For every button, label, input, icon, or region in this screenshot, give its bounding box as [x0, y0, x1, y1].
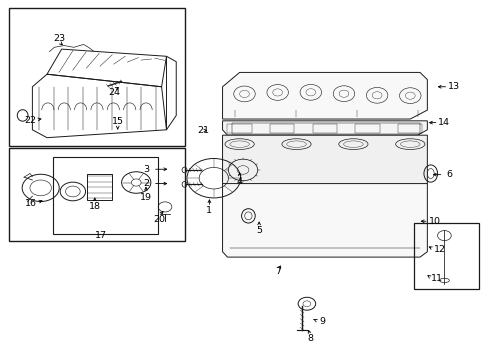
- Text: 3: 3: [142, 165, 149, 174]
- Text: 5: 5: [256, 226, 262, 235]
- Bar: [312, 124, 336, 134]
- Bar: [87, 174, 112, 201]
- Polygon shape: [222, 184, 427, 257]
- Bar: [9, 148, 184, 241]
- Text: 22: 22: [24, 116, 36, 125]
- Text: 21: 21: [197, 126, 209, 135]
- Bar: [227, 124, 251, 134]
- Text: 17: 17: [95, 231, 106, 240]
- Bar: [397, 124, 422, 134]
- Text: 10: 10: [428, 217, 440, 226]
- Text: 11: 11: [430, 274, 442, 283]
- Bar: [355, 124, 379, 134]
- Text: 12: 12: [433, 246, 445, 255]
- Text: 4: 4: [236, 176, 242, 185]
- Text: 20: 20: [153, 215, 165, 224]
- Text: 14: 14: [438, 118, 449, 127]
- Polygon shape: [222, 135, 427, 189]
- Text: 16: 16: [25, 199, 37, 208]
- Text: 15: 15: [111, 117, 123, 126]
- Text: 8: 8: [306, 334, 313, 343]
- Text: 1: 1: [206, 206, 212, 215]
- Polygon shape: [222, 72, 427, 119]
- Text: 19: 19: [140, 193, 152, 202]
- Text: 6: 6: [446, 170, 451, 179]
- Text: 24: 24: [108, 87, 120, 96]
- Bar: [9, 8, 184, 146]
- Bar: [413, 223, 478, 289]
- Text: 13: 13: [447, 82, 459, 91]
- Text: 9: 9: [319, 317, 325, 326]
- Polygon shape: [222, 121, 427, 135]
- Bar: [53, 157, 158, 234]
- Text: 18: 18: [89, 202, 101, 211]
- Text: 2: 2: [142, 179, 149, 188]
- Bar: [269, 124, 294, 134]
- Text: 7: 7: [275, 267, 281, 276]
- Text: 23: 23: [53, 34, 65, 43]
